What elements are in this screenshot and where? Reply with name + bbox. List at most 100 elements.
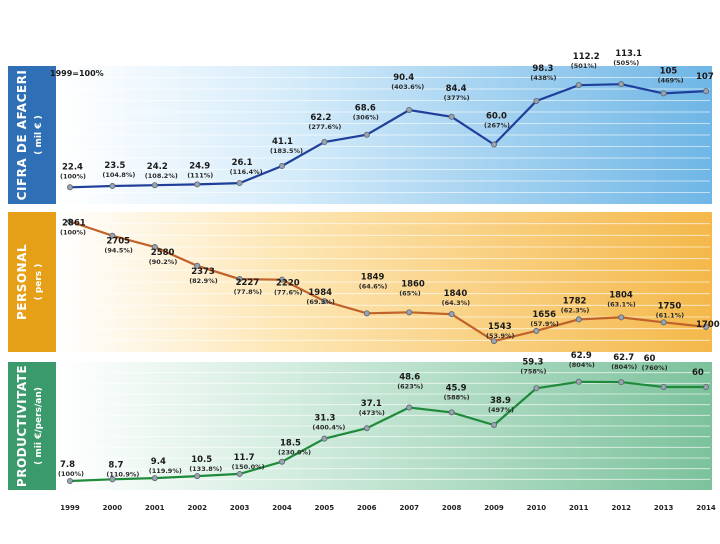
x-tick-label: 2002	[187, 504, 207, 512]
pct-label: (377%)	[444, 94, 470, 102]
panel-title-productivitate: PRODUCTIVITATE	[15, 365, 29, 487]
data-point	[363, 131, 370, 138]
panel-unit-productivitate: ( mii €/pers/an)	[34, 387, 44, 465]
value-label: 1804	[609, 290, 633, 300]
value-label: 8.7	[108, 460, 123, 470]
data-point	[278, 276, 285, 283]
value-label: 37.1	[361, 399, 382, 409]
pct-label: (438%)	[530, 74, 556, 82]
pct-label: (501%)	[571, 62, 597, 70]
data-point	[278, 458, 285, 465]
value-label: 24.9	[189, 161, 210, 171]
data-point	[490, 421, 497, 428]
pct-label: (100%)	[58, 470, 84, 478]
value-label: 98.3	[532, 64, 553, 74]
value-label: 1543	[488, 322, 512, 332]
value-label: 68.6	[355, 104, 376, 114]
value-label: 84.4	[446, 84, 467, 94]
value-label: 105	[660, 66, 678, 76]
value-label: 90.4	[393, 73, 414, 83]
value-label: 60	[644, 354, 656, 364]
data-point	[406, 106, 413, 113]
pct-label: (64.3%)	[442, 299, 471, 307]
data-point	[278, 163, 285, 170]
pct-label: (306%)	[353, 114, 379, 122]
pct-label: (760%)	[642, 364, 668, 372]
pct-label: (804%)	[611, 363, 637, 371]
value-label: 31.3	[314, 414, 335, 424]
pct-label: (110.9%)	[106, 470, 139, 478]
pct-label: (804%)	[569, 361, 595, 369]
data-point	[575, 82, 582, 89]
value-label: 2220	[276, 279, 300, 289]
value-label: 2580	[151, 248, 175, 258]
pct-label: (62.3%)	[561, 306, 590, 314]
pct-label: (77.6%)	[274, 289, 303, 297]
data-point	[109, 183, 116, 190]
pct-label: (588%)	[444, 393, 470, 401]
x-tick-label: 1999	[60, 504, 80, 512]
pct-label: (82.9%)	[189, 277, 218, 285]
data-point	[194, 262, 201, 269]
pct-label: (623%)	[397, 383, 423, 391]
value-label: 1860	[401, 279, 425, 289]
x-tick-label: 2001	[145, 504, 165, 512]
panel-title-personal: PERSONAL	[15, 244, 29, 320]
pct-label: (94.5%)	[104, 247, 133, 255]
series-productivitate: 7.8(100%) 8.7(110.9%) 9.4(119.9%) 10.5(133.…	[58, 351, 710, 484]
pct-label: (53.9%)	[486, 332, 515, 340]
pct-label: (230.0%)	[278, 449, 311, 457]
value-label: 24.2	[147, 162, 168, 172]
pct-label: (90.2%)	[149, 258, 178, 266]
panel-personal: PERSONAL ( pers )	[8, 212, 712, 352]
value-label: 62.2	[310, 113, 331, 123]
data-point	[236, 470, 243, 477]
data-point	[448, 409, 455, 416]
data-point	[363, 310, 370, 317]
pct-label: (111%)	[187, 171, 213, 179]
pct-label: (133.8%)	[189, 465, 222, 473]
series-line-productivitate	[69, 380, 706, 483]
value-label: 62.9	[571, 351, 592, 361]
value-label: 2861	[62, 219, 86, 229]
data-point	[575, 378, 582, 385]
value-label: 59.3	[522, 357, 543, 367]
series-cifra: 22.4(100%)23.5(104.8%)24.2(108.2%)24.9(1…	[60, 49, 714, 191]
data-point	[151, 182, 158, 189]
data-point	[703, 383, 710, 390]
x-tick-label: 2009	[484, 504, 504, 512]
value-label: 112.2	[573, 52, 600, 62]
data-point	[533, 327, 540, 334]
x-tick-label: 2011	[569, 504, 589, 512]
pct-label: (277.6%)	[308, 123, 341, 131]
value-label: 45.9	[446, 383, 467, 393]
data-point	[406, 404, 413, 411]
value-label: 41.1	[272, 137, 293, 147]
value-label: 11.7	[234, 453, 255, 463]
pct-label: (77.8%)	[234, 288, 263, 296]
data-point	[575, 316, 582, 323]
base-note: 1999=100%	[50, 69, 104, 78]
data-point	[490, 141, 497, 148]
panel-unit-personal: ( pers )	[34, 264, 44, 301]
value-label: 1750	[658, 301, 682, 311]
data-point	[363, 425, 370, 432]
panel-title-cifra: CIFRA DE AFACERI	[15, 70, 29, 201]
x-tick-label: 2013	[654, 504, 674, 512]
data-point	[151, 475, 158, 482]
data-point	[703, 88, 710, 95]
pct-label: (505%)	[613, 59, 639, 67]
series-personal: 2861(100%) 2705(94.5%) 2580(90.2%) 2373(82.…	[60, 218, 720, 345]
pct-label: (758%)	[520, 367, 546, 375]
data-point	[533, 97, 540, 104]
x-tick-label: 2004	[272, 504, 292, 512]
x-tick-label: 2007	[399, 504, 419, 512]
side-bar-productivitate	[8, 362, 56, 490]
value-label: 113.1	[615, 49, 642, 59]
data-point	[703, 323, 710, 330]
pct-label: (400.4%)	[312, 424, 345, 432]
value-label: 1656	[532, 310, 556, 320]
panel-cifra: CIFRA DE AFACERI ( mil € ) 1999=100%	[8, 66, 712, 204]
